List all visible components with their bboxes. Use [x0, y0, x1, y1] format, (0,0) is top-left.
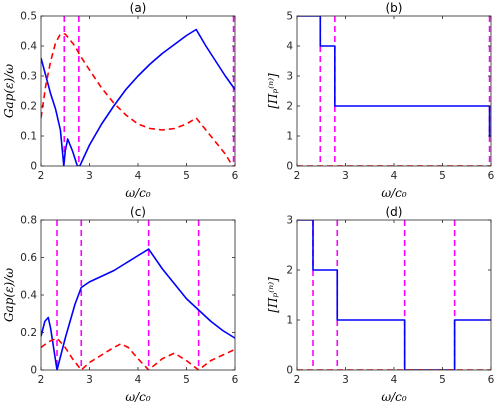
panel-c-xtick-label: 4	[135, 374, 142, 386]
panel-b-ytick-label: 4	[286, 41, 293, 53]
panel-c-ytick-label: 0.6	[20, 252, 37, 264]
panel-d-vlines	[312, 220, 456, 370]
panel-a-ylabel: Gap(ε)/ω	[2, 64, 16, 118]
panel-a-title: (a)	[130, 1, 147, 15]
panel-b-ytick-label: 5	[286, 11, 293, 23]
panel-a-ytick-label: 0.2	[20, 101, 37, 113]
panel-a-xlabel: ω/c₀	[125, 186, 151, 200]
panel-d-series	[297, 220, 491, 370]
panel-d-xtick-label: 3	[342, 374, 349, 386]
panel-c-vlines	[56, 220, 200, 370]
panel-c-series-red-dashed	[41, 337, 235, 370]
panel-b-ticks: 2 3 4 5 6 0 1 2 3 4 5	[286, 11, 494, 183]
panel-d-ytick-label: 1	[286, 315, 293, 327]
panel-d-xtick-label: 4	[391, 374, 398, 386]
panel-a-series	[41, 28, 235, 166]
panel-b-ytick-label: 1	[286, 131, 293, 143]
panel-c-xtick-label: 5	[183, 374, 190, 386]
panel-b-vlines	[319, 16, 491, 166]
panel-d-ytick-label: 3	[286, 215, 293, 227]
panel-d-ytick-label: 2	[286, 265, 293, 277]
panel-a-ytick-label: 0.3	[20, 71, 37, 83]
panel-a-ytick-label: 0.1	[20, 131, 37, 143]
panel-a-ytick-label: 0.4	[20, 41, 37, 53]
panel-d-series-blue-solid	[297, 220, 491, 370]
panel-c-series-blue-solid	[41, 248, 235, 370]
panel-a-ytick-label: 0.5	[20, 11, 37, 23]
panel-b-xtick-label: 4	[391, 170, 398, 182]
panel-c-title: (c)	[130, 205, 146, 219]
panel-c-series	[41, 248, 235, 370]
panel-b-ytick-label: 2	[286, 101, 293, 113]
panel-a-xtick-label: 4	[135, 170, 142, 182]
panel-b-xlabel: ω/c₀	[381, 186, 407, 200]
panel-c-xtick-label: 6	[232, 374, 239, 386]
panel-b-ytick-label: 0	[286, 161, 293, 173]
panel-d-xtick-label: 5	[439, 374, 446, 386]
panel-b-xtick-label: 5	[439, 170, 446, 182]
panel-d-frame	[296, 219, 492, 371]
panel-a-ytick-label: 0	[30, 161, 37, 173]
panel-a-xtick-label: 6	[232, 170, 239, 182]
panel-d-xlabel: ω/c₀	[381, 390, 407, 404]
panel-b-series	[297, 16, 491, 166]
panel-a-ticks: 2 3 4 5 6 0 0.1 0.2 0.3 0.4 0.5	[20, 11, 238, 183]
panel-c: (c) 2 3 4 5 6 0 0.2 0.4 0.6 0.8 ω/c₀ Gap(ε)/ω	[2, 205, 239, 404]
panel-b-xtick-label: 3	[342, 170, 349, 182]
panel-a-xtick-label: 5	[183, 170, 190, 182]
panel-b: (b) 2 3 4 5 6 0 1 2 3 4 5 ω/c₀ [Πₚ⁽ⁿ⁾]	[266, 1, 495, 200]
panel-d-ytick-label: 0	[286, 365, 293, 377]
panel-c-xlabel: ω/c₀	[125, 390, 151, 404]
panel-d: (d) 2 3 4 5 6 0 1 2 3 ω/c₀ [Πₚ⁽ⁿ⁾]	[266, 205, 495, 404]
panel-c-ytick-label: 0	[30, 365, 37, 377]
panel-b-series-blue-solid	[297, 16, 491, 137]
panel-b-xtick-label: 2	[294, 170, 301, 182]
panel-a-xtick-label: 2	[38, 170, 45, 182]
panel-a: (a) 2 3 4 5 6 0 0.1 0.2 0.3 0.4 0.5 ω/c₀ Gap(ε)/ω	[2, 1, 239, 200]
panel-c-ytick-label: 0.8	[20, 215, 37, 227]
panel-d-xtick-label: 2	[294, 374, 301, 386]
panel-a-vlines	[63, 16, 235, 166]
panel-b-ytick-label: 3	[286, 71, 293, 83]
panel-d-ylabel: [Πₚ⁽ⁿ⁾]	[266, 277, 280, 313]
panel-c-xtick-label: 3	[86, 374, 93, 386]
panel-a-series-red-dashed	[41, 33, 235, 166]
panel-b-title: (b)	[386, 1, 403, 15]
panel-b-ylabel: [Πₚ⁽ⁿ⁾]	[266, 73, 280, 109]
panel-a-series-blue-solid	[41, 28, 235, 166]
panel-a-xtick-label: 3	[86, 170, 93, 182]
panel-d-title: (d)	[386, 205, 403, 219]
panel-c-ticks: 2 3 4 5 6 0 0.2 0.4 0.6 0.8	[20, 215, 238, 387]
panel-d-ticks: 2 3 4 5 6 0 1 2 3	[286, 215, 494, 387]
panel-c-frame	[40, 219, 236, 371]
panel-b-frame	[296, 15, 492, 167]
panel-c-ylabel: Gap(ε)/ω	[2, 268, 16, 322]
panel-d-xtick-label: 6	[488, 374, 495, 386]
panel-c-ytick-label: 0.4	[20, 290, 37, 302]
panel-b-xtick-label: 6	[488, 170, 495, 182]
panel-c-ytick-label: 0.2	[20, 327, 37, 339]
panel-c-xtick-label: 2	[38, 374, 45, 386]
